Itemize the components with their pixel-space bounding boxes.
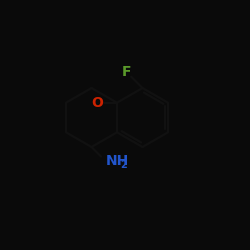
Text: 2: 2 bbox=[120, 160, 127, 170]
Text: F: F bbox=[122, 65, 132, 79]
Text: NH: NH bbox=[106, 154, 129, 168]
Text: O: O bbox=[91, 96, 103, 110]
